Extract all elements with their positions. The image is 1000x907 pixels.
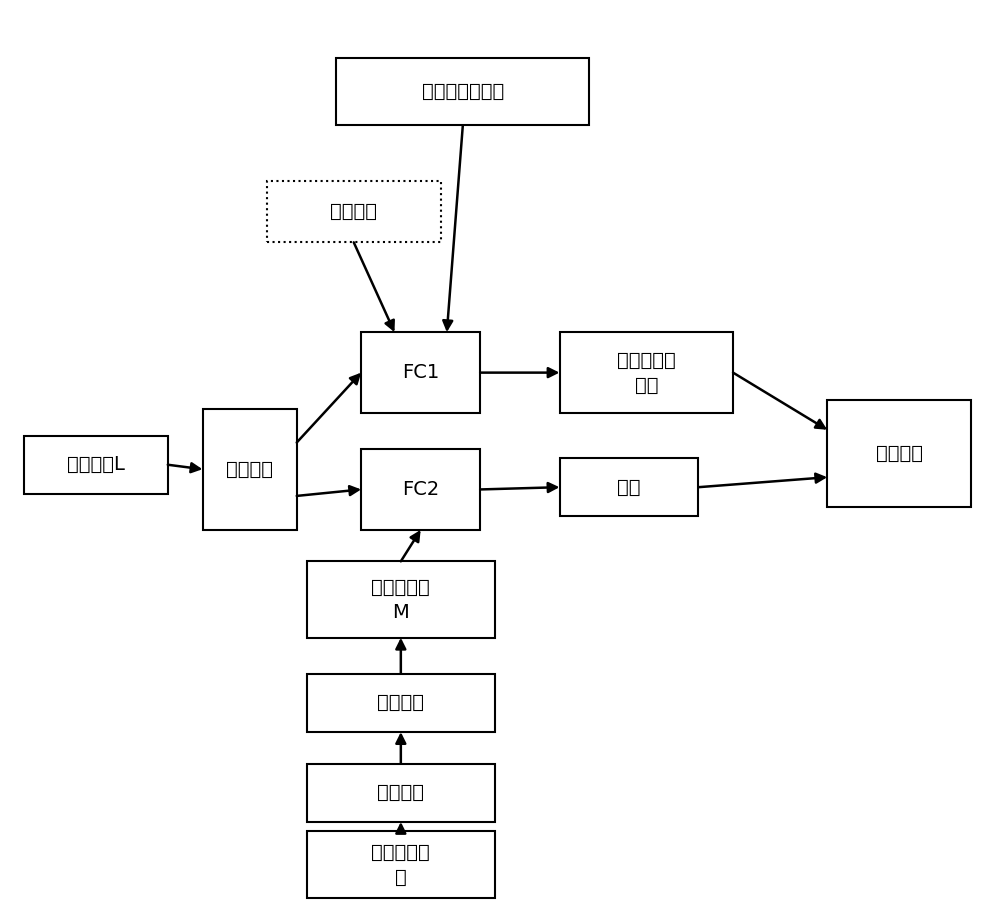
Text: FC2: FC2 <box>402 480 439 499</box>
Bar <box>307 561 495 638</box>
Bar <box>560 332 733 413</box>
Bar <box>307 764 495 822</box>
Text: 曲线峰值数
M: 曲线峰值数 M <box>371 578 430 621</box>
Text: 环境照度: 环境照度 <box>330 202 377 221</box>
Text: 开关灯操作
调光: 开关灯操作 调光 <box>617 351 676 395</box>
Bar <box>361 332 480 413</box>
Bar <box>336 58 589 125</box>
Bar <box>307 674 495 732</box>
Text: 红外图像记
录: 红外图像记 录 <box>371 843 430 887</box>
Text: 环境照度变化率: 环境照度变化率 <box>422 83 504 102</box>
Bar <box>560 458 698 516</box>
Bar <box>361 449 480 530</box>
Text: 环境照度L: 环境照度L <box>67 455 125 474</box>
Text: 曲线图像: 曲线图像 <box>377 693 424 712</box>
Text: 照明系统: 照明系统 <box>876 444 923 463</box>
Text: 前景像素: 前景像素 <box>377 784 424 803</box>
Bar <box>307 831 495 898</box>
Text: 判断模块: 判断模块 <box>226 460 273 479</box>
Bar <box>203 408 297 530</box>
Bar <box>827 400 971 507</box>
Text: 调光: 调光 <box>617 478 641 497</box>
Text: FC1: FC1 <box>402 363 439 382</box>
Bar <box>267 181 440 242</box>
Bar <box>24 435 168 494</box>
